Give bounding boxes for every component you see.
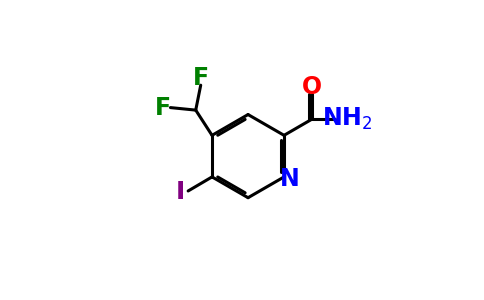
Text: F: F	[193, 66, 209, 90]
Text: F: F	[155, 96, 171, 120]
Text: N: N	[280, 167, 300, 191]
Text: I: I	[176, 180, 185, 204]
Text: NH$_2$: NH$_2$	[322, 106, 372, 132]
Text: O: O	[302, 75, 322, 99]
